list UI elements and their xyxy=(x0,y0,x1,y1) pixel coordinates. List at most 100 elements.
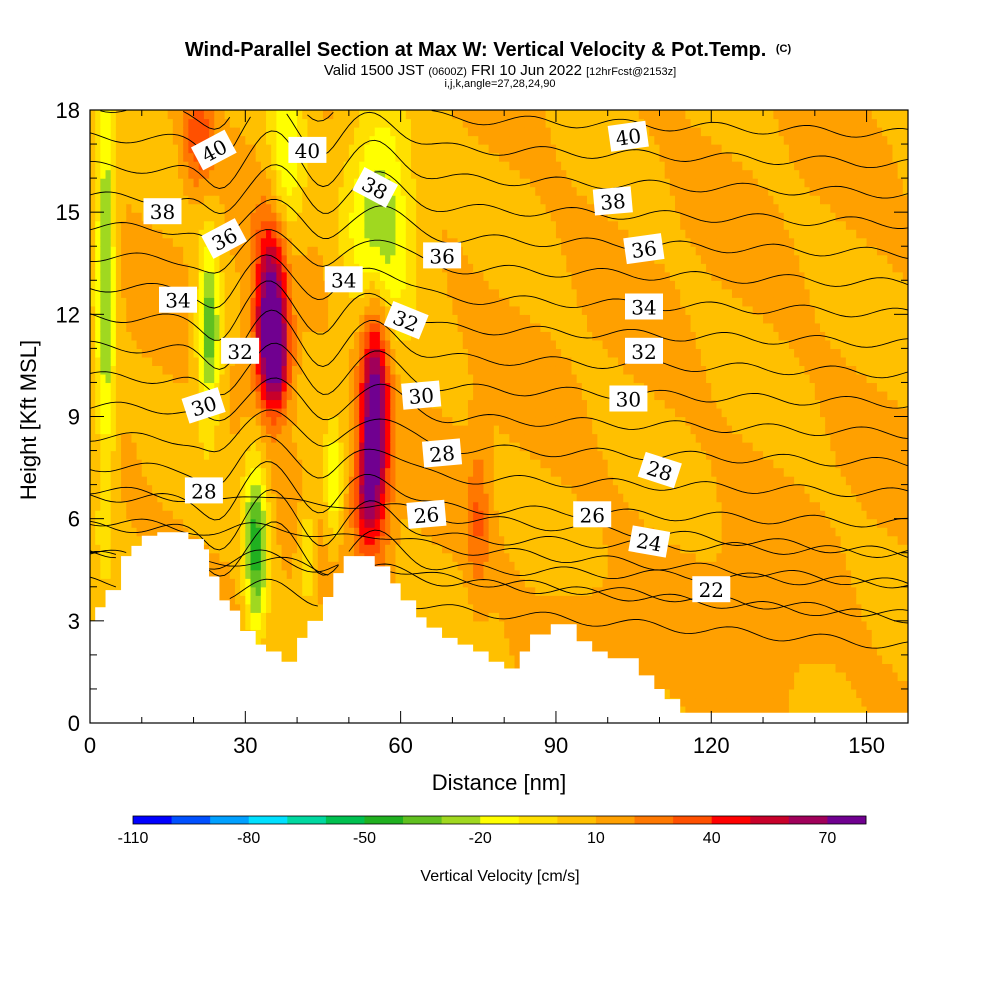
w-cell xyxy=(198,280,205,290)
w-cell xyxy=(245,152,252,162)
w-cell xyxy=(431,288,438,298)
w-cell xyxy=(178,314,184,324)
w-cell xyxy=(442,527,448,537)
w-cell xyxy=(95,152,101,162)
w-cell xyxy=(436,203,443,213)
w-cell xyxy=(172,178,179,188)
w-cell xyxy=(90,195,96,205)
w-cell xyxy=(157,220,164,230)
w-cell xyxy=(100,246,107,256)
w-cell xyxy=(260,612,267,622)
w-cell xyxy=(157,484,164,494)
w-cell xyxy=(359,510,365,520)
w-cell xyxy=(229,399,236,409)
w-cell xyxy=(214,535,221,545)
w-cell xyxy=(115,161,122,171)
w-cell xyxy=(266,544,272,554)
w-cell xyxy=(136,288,143,298)
w-cell xyxy=(203,544,210,554)
w-cell xyxy=(90,535,96,545)
w-cell xyxy=(136,314,143,324)
w-cell xyxy=(95,544,101,554)
w-cell xyxy=(276,144,283,154)
w-cell xyxy=(172,425,179,435)
w-cell xyxy=(395,544,402,554)
w-cell xyxy=(131,510,138,520)
w-cell xyxy=(333,552,340,562)
w-cell xyxy=(405,169,412,179)
w-cell xyxy=(167,144,174,154)
w-cell xyxy=(364,331,371,341)
w-cell xyxy=(281,595,288,605)
w-cell xyxy=(364,314,371,324)
w-cell xyxy=(266,390,272,401)
w-cell xyxy=(369,493,376,503)
w-cell xyxy=(198,110,205,120)
w-cell xyxy=(385,135,391,145)
w-cell xyxy=(255,544,262,554)
w-cell xyxy=(203,288,210,298)
w-cell xyxy=(271,450,277,460)
w-cell xyxy=(374,425,381,435)
w-cell xyxy=(183,110,189,120)
w-cell xyxy=(188,144,195,154)
w-cell xyxy=(276,442,283,452)
w-cell xyxy=(115,144,122,154)
w-cell xyxy=(90,178,96,188)
w-cell xyxy=(333,501,340,511)
w-cell xyxy=(260,339,267,349)
w-cell xyxy=(90,314,96,324)
w-cell xyxy=(250,493,257,503)
w-cell xyxy=(152,178,158,188)
w-cell xyxy=(431,356,438,367)
w-cell xyxy=(250,365,257,375)
w-cell xyxy=(281,195,288,205)
w-cell xyxy=(442,425,448,435)
w-cell xyxy=(167,229,174,239)
w-cell xyxy=(431,535,438,545)
w-cell xyxy=(266,510,272,520)
w-cell xyxy=(234,288,241,298)
w-cell xyxy=(209,331,215,341)
w-cell xyxy=(405,476,412,486)
w-cell xyxy=(426,271,433,281)
w-cell xyxy=(167,220,174,230)
w-cell xyxy=(121,110,127,120)
w-cell xyxy=(240,212,246,222)
w-cell xyxy=(374,356,381,367)
w-cell xyxy=(90,169,96,179)
w-cell xyxy=(224,314,231,324)
w-cell xyxy=(354,203,360,213)
w-cell xyxy=(167,501,174,511)
w-cell xyxy=(167,450,174,460)
w-cell xyxy=(436,425,443,435)
w-cell xyxy=(390,118,397,128)
w-cell xyxy=(359,416,365,426)
w-cell xyxy=(105,535,112,545)
w-cell xyxy=(198,450,205,460)
w-cell xyxy=(421,467,428,477)
w-cell xyxy=(385,544,391,554)
w-cell xyxy=(359,203,365,213)
w-cell xyxy=(203,442,210,452)
w-cell xyxy=(333,127,340,137)
w-cell xyxy=(302,178,309,188)
w-cell xyxy=(141,229,148,239)
w-cell xyxy=(95,527,101,537)
w-cell xyxy=(152,229,158,239)
w-cell xyxy=(271,416,277,426)
w-cell xyxy=(203,127,210,137)
w-cell xyxy=(416,407,422,418)
w-cell xyxy=(240,280,246,290)
w-cell xyxy=(229,161,236,171)
w-cell xyxy=(302,331,309,341)
w-cell xyxy=(374,442,381,452)
w-cell xyxy=(146,144,153,154)
w-cell xyxy=(152,135,158,145)
w-cell xyxy=(297,127,303,137)
w-cell xyxy=(354,493,360,503)
w-cell xyxy=(271,365,277,375)
w-cell xyxy=(255,254,262,264)
w-cell xyxy=(338,127,345,137)
w-cell xyxy=(276,476,283,486)
